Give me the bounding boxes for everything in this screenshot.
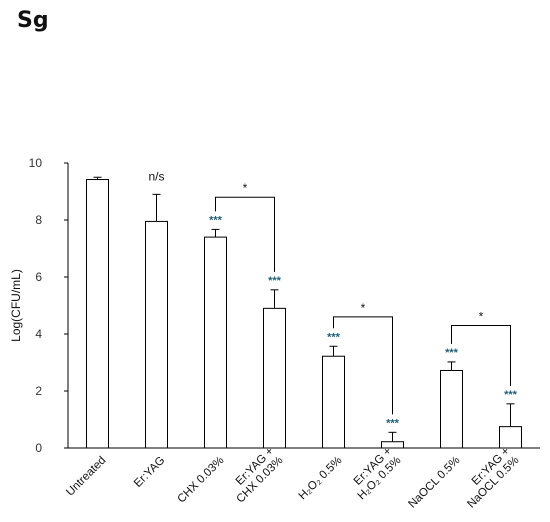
significance-markers: n/s****************** [148,169,517,429]
y-tick-label: 6 [35,270,42,284]
x-tick-label-line: H₂O₂ 0.5% [297,454,345,502]
x-tick-label-line: NaOCL 0.5% [406,454,462,510]
bar [263,307,286,449]
x-tick-label: NaOCL 0.5% [406,454,462,510]
bar [440,369,463,449]
bar [145,220,168,449]
panel-label: Sg [17,8,49,33]
significance-label: *** [327,331,341,343]
bar [204,236,227,449]
x-tick-label: CHX 0.03% [175,454,226,505]
y-tick-label: 10 [29,156,43,170]
bar [499,426,522,449]
y-tick-label: 0 [35,441,42,455]
significance-label: *** [268,275,282,287]
bar [322,355,345,449]
significance-label: *** [445,347,459,359]
comparison-bracket [451,324,511,386]
bars [86,179,522,449]
comparison-label: * [243,181,248,195]
x-tick-label: Er:YAG [132,454,167,489]
x-tick-label-line: Er:YAG [132,454,167,489]
x-tick-label: Er:YAG +NaOCL 0.5% [465,445,521,510]
y-tick-label: 2 [35,384,42,398]
not-significant-label: n/s [148,169,164,183]
bar [86,179,109,449]
comparison-bracket [215,196,275,272]
y-axis-label: Log(CFU/mL) [9,269,23,342]
significance-label: *** [209,214,223,226]
comparison-brackets: * * * [215,181,511,415]
significance-label: *** [504,389,518,401]
x-tick-label: Untreated [64,454,108,498]
comparison-label: * [361,301,366,315]
x-tick-labels: Untreated Er:YAG CHX 0.03% Er:YAG +CHX 0.03… [64,445,521,510]
x-tick-label: Er:YAG +H₂O₂ 0.5% [352,445,404,502]
comparison-bracket [333,316,393,415]
x-tick-label-line: Untreated [64,454,108,498]
x-tick-label: Er:YAG +CHX 0.03% [234,445,286,505]
y-tick-label: 8 [35,213,42,227]
comparison-label: * [479,309,484,323]
significance-label: *** [386,417,400,429]
error-bars [93,176,515,442]
x-tick-label-line: CHX 0.03% [175,454,226,505]
y-tick-label: 4 [35,327,42,341]
x-tick-label: H₂O₂ 0.5% [297,454,345,502]
